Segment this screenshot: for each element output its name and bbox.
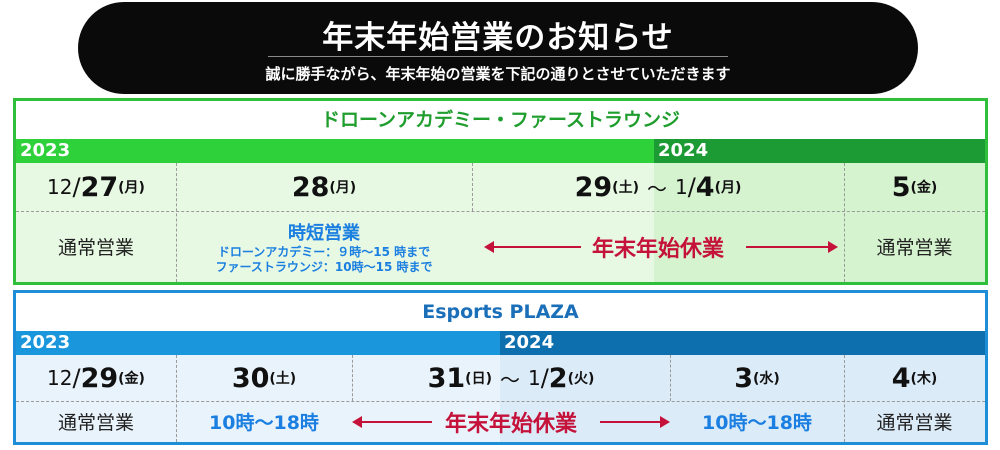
date-cell: 4 (木) bbox=[891, 362, 938, 394]
arrow-left-icon bbox=[484, 241, 581, 253]
section-title: ドローンアカデミー・ファーストラウンジ bbox=[16, 101, 985, 139]
status-closed: 年末年始休業 bbox=[444, 411, 577, 437]
date-cell: 3 (水) bbox=[734, 362, 780, 394]
date-cell: 12/27 (月) bbox=[47, 171, 145, 203]
date-cell: 28 (月) bbox=[291, 171, 357, 203]
notice-banner: 年末年始営業のお知らせ 誠に勝手ながら、年末年始の営業を下記の通りとさせていただ… bbox=[78, 2, 918, 94]
status-normal: 通常営業 bbox=[876, 412, 953, 434]
status-short-hours: 時短営業 ドローンアカデミー：９時〜15 時まで ファーストラウンジ：10時〜1… bbox=[215, 222, 433, 274]
year-bar: 2023 2024 bbox=[16, 139, 985, 163]
year-label-2023: 2023 bbox=[20, 140, 71, 161]
date-row: 12/29 (金) 30 (土) 31 (日) 〜 1/2 (火) 3 (水) 4 (木) bbox=[16, 355, 985, 401]
date-cell: 29 (土) 〜 1/4 (月) bbox=[574, 171, 742, 203]
drone-academy-section: ドローンアカデミー・ファーストラウンジ 2023 2024 12/27 (月) 2… bbox=[13, 98, 988, 285]
section-title: Esports PLAZA bbox=[16, 293, 985, 331]
year-label-2023: 2023 bbox=[20, 332, 71, 353]
status-closed: 年末年始休業 bbox=[591, 236, 724, 262]
date-cell: 30 (土) bbox=[231, 362, 297, 394]
banner-divider bbox=[268, 56, 728, 57]
status-normal: 通常営業 bbox=[57, 412, 134, 434]
status-row: 通常営業 10時〜18時 年末年始休業 10時〜18時 通常営業 bbox=[16, 401, 985, 442]
date-row: 12/27 (月) 28 (月) 29 (土) 〜 1/4 (月) 5 (金) bbox=[16, 163, 985, 211]
arrow-left-icon bbox=[352, 416, 432, 428]
banner-title: 年末年始営業のお知らせ bbox=[322, 20, 674, 56]
status-row: 通常営業 時短営業 ドローンアカデミー：９時〜15 時まで ファーストラウンジ：… bbox=[16, 211, 985, 282]
status-normal: 通常営業 bbox=[876, 237, 953, 259]
banner-subtitle: 誠に勝手ながら、年末年始の営業を下記の通りとさせていただきます bbox=[265, 65, 731, 83]
year-bar: 2023 2024 bbox=[16, 331, 985, 355]
arrow-right-icon bbox=[600, 416, 670, 428]
status-hours: 10時〜18時 bbox=[702, 412, 812, 434]
status-normal: 通常営業 bbox=[57, 237, 134, 259]
status-hours: 10時〜18時 bbox=[209, 412, 319, 434]
arrow-right-icon bbox=[746, 241, 838, 253]
date-cell: 5 (金) bbox=[891, 171, 938, 203]
esports-plaza-section: Esports PLAZA 2023 2024 12/29 (金) 30 (土) 3… bbox=[13, 290, 988, 445]
year-label-2024: 2024 bbox=[500, 331, 985, 355]
year-label-2024: 2024 bbox=[654, 139, 985, 163]
date-cell: 31 (日) 〜 1/2 (火) bbox=[427, 362, 595, 394]
date-cell: 12/29 (金) bbox=[47, 362, 145, 394]
